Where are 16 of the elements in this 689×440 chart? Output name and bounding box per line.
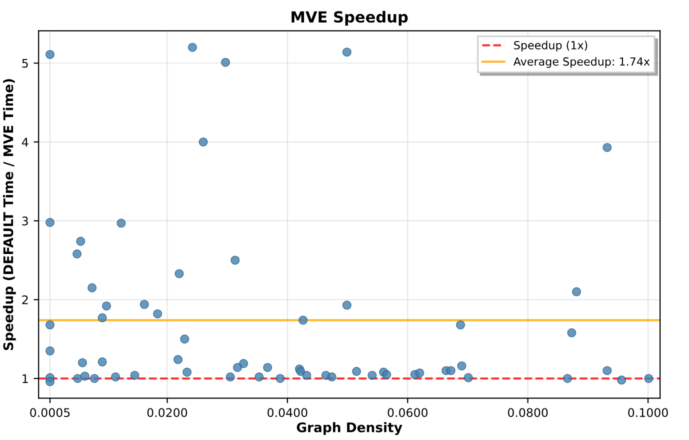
x-tick-label: 0.1000 — [628, 408, 668, 418]
y-tick-label: 3 — [22, 216, 28, 226]
chart-title: MVE Speedup — [292, 10, 408, 26]
x-axis-title: Graph Density — [296, 422, 402, 435]
y-tick-label: 4 — [22, 138, 28, 146]
x-tick-label: 0.0800 — [508, 408, 548, 418]
y-tick-label: 2 — [22, 295, 28, 304]
y-tick-label: 5 — [22, 59, 28, 68]
x-tick-label: 0.0600 — [388, 408, 428, 418]
y-tick-label: 1 — [22, 374, 28, 383]
x-tick-label: 0.0400 — [268, 408, 308, 418]
legend-label: Speedup (1x) — [514, 40, 588, 52]
y-axis-title: Speedup (DEFAULT Time / MVE Time) — [3, 79, 16, 350]
legend-label: Average Speedup: 1.74x — [513, 57, 650, 68]
x-tick-label: 0.0005 — [30, 408, 70, 418]
x-tick-label: 0.0200 — [147, 408, 188, 418]
